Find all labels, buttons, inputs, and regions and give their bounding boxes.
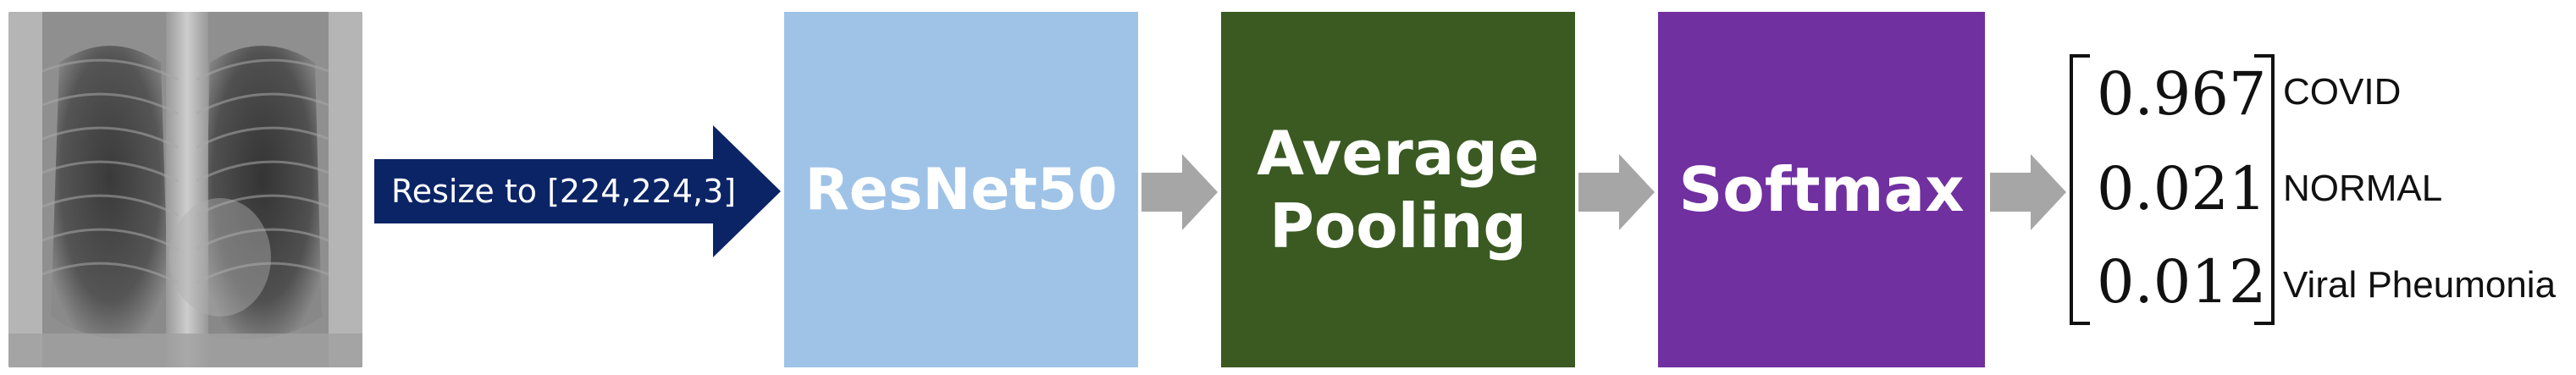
arrow-right-icon [374,125,781,257]
resize-label: Resize to [224,224,3] [391,173,737,210]
pooling-label-line1: Average [1257,118,1540,189]
connector-arrow-icon [1142,154,1218,230]
softmax-block: Softmax [1658,12,1985,367]
softmax-label: Softmax [1678,154,1965,225]
pooling-label-line2: Pooling [1269,190,1527,262]
probability-value: 0.967 [2097,59,2267,129]
average-pooling-block: Average Pooling [1221,12,1575,367]
connector-arrow-icon [1578,154,1655,230]
resnet50-label: ResNet50 [804,156,1118,223]
probability-value: 0.012 [2097,247,2267,317]
class-label-normal: NORMAL [2283,168,2443,209]
resize-arrow: Resize to [224,224,3] [374,125,781,257]
matrix-brackets [2070,54,2275,325]
resnet50-block: ResNet50 [784,12,1138,367]
probability-value: 0.021 [2097,154,2267,223]
class-label-viral-pneumonia: Viral Pheumonia [2283,264,2557,306]
chest-xray-image [8,12,362,367]
connector-arrow-icon [1990,154,2066,230]
output-vector: 0.967 0.021 0.012 [2066,54,2278,325]
class-label-covid: COVID [2283,71,2402,113]
